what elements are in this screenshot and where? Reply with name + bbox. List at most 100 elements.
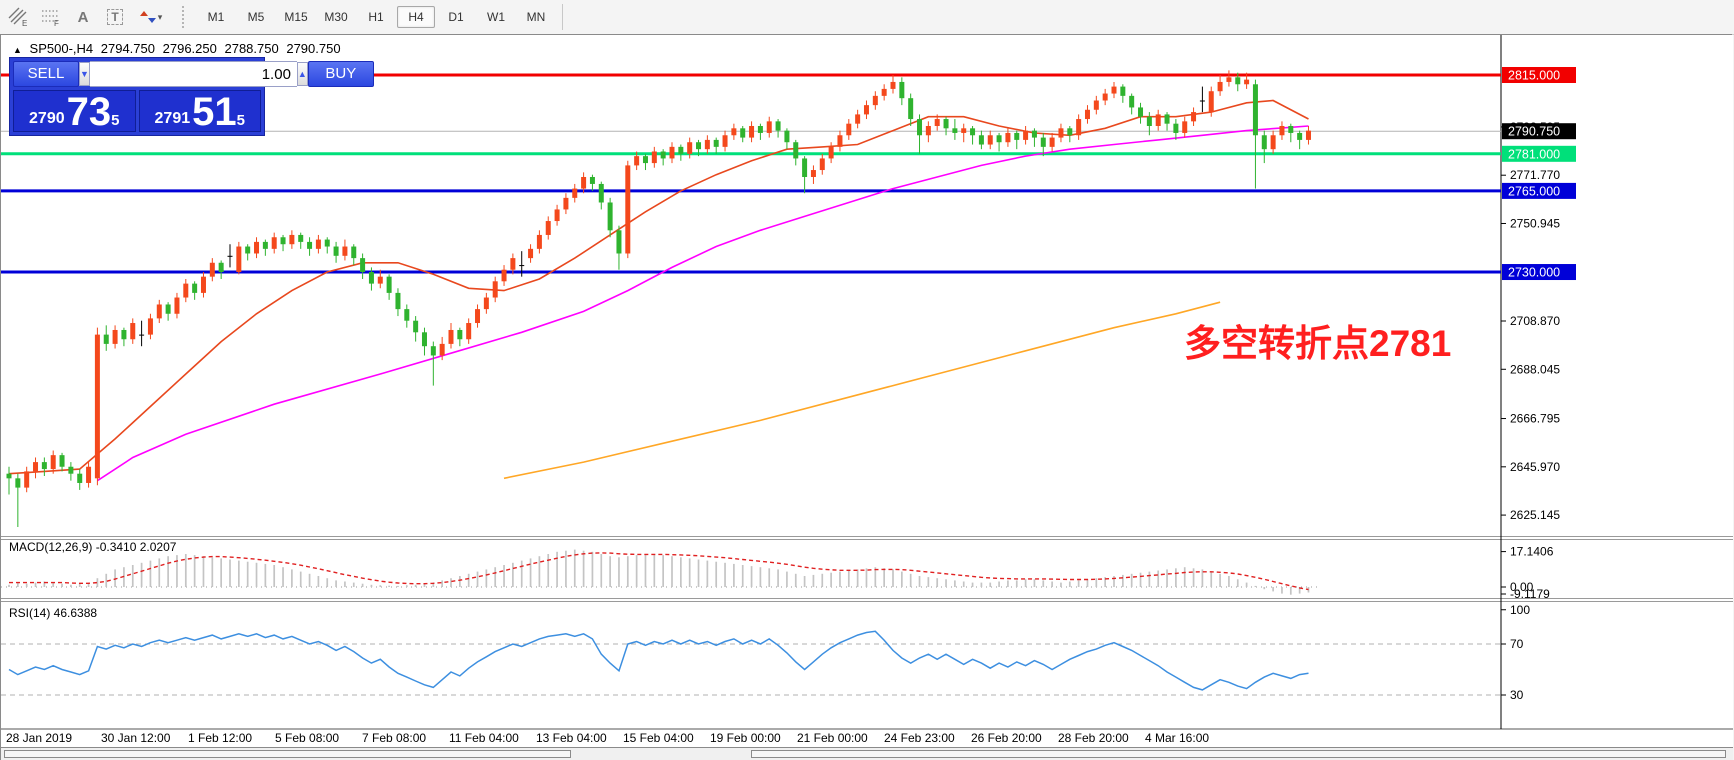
volume-increase-button[interactable]: ▲ [296, 62, 308, 86]
candle-body [987, 135, 993, 145]
candle-body [121, 329, 127, 340]
candle-body [24, 471, 30, 488]
time-axis-label: 19 Feb 00:00 [710, 731, 781, 745]
buy-button[interactable]: BUY [307, 61, 374, 87]
macd-signal-line [9, 552, 1309, 591]
axis-badge [1502, 145, 1576, 162]
candle-body [1076, 119, 1082, 136]
candle-body [563, 197, 569, 210]
candle-body [766, 121, 772, 133]
text-icon[interactable]: A [77, 8, 89, 26]
candle-body [413, 320, 419, 333]
buy-price-display[interactable]: 2791 51 5 [138, 90, 261, 132]
sell-price-point: 5 [111, 112, 120, 129]
buy-price-handle: 2791 [154, 110, 191, 127]
candle-body [94, 334, 100, 479]
candle-body [802, 158, 808, 177]
chart-frame[interactable]: ▲ SP500-,H4 2794.750 2796.250 2788.750 2… [0, 34, 1733, 760]
timeframe-button-w1[interactable]: W1 [487, 10, 505, 24]
volume-decrease-button[interactable]: ▼ [79, 62, 90, 86]
candle-body [1040, 137, 1046, 147]
candle-body [342, 246, 348, 256]
candle-body [846, 123, 852, 136]
chart-canvas[interactable]: 2792.5952771.7702750.9452708.8702688.045… [1, 35, 1733, 759]
candle-body [192, 283, 198, 293]
sell-price-display[interactable]: 2790 73 5 [13, 90, 136, 132]
timeframe-button-mn[interactable]: MN [526, 10, 546, 24]
sell-button[interactable]: SELL [13, 61, 79, 87]
volume-input[interactable] [89, 61, 297, 87]
candle-body [333, 246, 339, 256]
timeframe-button-d1[interactable]: D1 [448, 10, 464, 24]
timeframe-button-h4[interactable]: H4 [397, 6, 435, 28]
time-axis-label: 26 Feb 20:00 [971, 731, 1042, 745]
candle-body [775, 121, 781, 131]
candle-body [793, 142, 799, 159]
ma-fast-line [8, 99, 1309, 475]
chart-objects-icon[interactable]: E [6, 5, 32, 29]
candle-body [1164, 114, 1170, 124]
label-icon[interactable]: T [102, 5, 128, 29]
scroll-thumb-left[interactable] [4, 750, 571, 758]
candle-body [1252, 84, 1258, 136]
one-click-trade-panel: SELL ▼ ▲ BUY 2790 73 5 2791 51 5 [9, 57, 374, 136]
candle-body [492, 281, 498, 298]
candle-body [360, 258, 366, 273]
candle-body [810, 170, 816, 177]
candle-body [200, 276, 206, 293]
time-axis-label: 5 Feb 08:00 [275, 731, 340, 745]
candle-body [554, 209, 560, 222]
candle-body [855, 114, 861, 124]
candle-body [174, 297, 180, 314]
candle-body [536, 234, 542, 249]
candle-body [1305, 130, 1311, 140]
candle-body [1120, 86, 1126, 96]
timeframe-button-m1[interactable]: M1 [207, 10, 225, 24]
candle-body [642, 156, 648, 164]
symbol-name: SP500-,H4 [29, 41, 94, 56]
candle-body [421, 332, 427, 347]
ma-mid-line [96, 125, 1309, 482]
buy-price-point: 5 [236, 112, 245, 129]
candle-body [404, 309, 410, 321]
svg-text:E: E [22, 19, 27, 27]
time-axis-label: 11 Feb 04:00 [449, 731, 519, 745]
timeframe-button-m15[interactable]: M15 [284, 10, 308, 24]
candle-body [1279, 125, 1285, 136]
ohlc-close: 2790.750 [286, 41, 341, 56]
collapse-arrow-icon[interactable]: ▲ [13, 45, 22, 55]
candle-body [996, 135, 1002, 143]
axis-tick-label: 2666.795 [1510, 412, 1560, 426]
candle-body [245, 246, 251, 254]
candle-body [713, 139, 719, 147]
axis-tick-label: 2708.870 [1510, 314, 1560, 328]
arrows-dropdown-icon[interactable]: ▾ [134, 5, 168, 29]
rsi-axis-label: 30 [1510, 688, 1524, 702]
timeframe-button-h1[interactable]: H1 [368, 10, 384, 24]
candle-body [961, 128, 967, 133]
timeframe-button-m30[interactable]: M30 [324, 10, 348, 24]
candle-body [1244, 79, 1250, 85]
candle-body [41, 462, 47, 470]
candle-body [1129, 95, 1135, 108]
timeframe-button-m5[interactable]: M5 [247, 10, 265, 24]
sell-price-handle: 2790 [29, 110, 65, 127]
candle-body [139, 334, 145, 336]
candle-body [545, 221, 551, 235]
candle-body [307, 241, 313, 249]
candle-body [943, 119, 949, 129]
candle-body [581, 176, 587, 189]
candle-body [386, 276, 392, 293]
candle-body [669, 146, 675, 159]
axis-tick-label: 2645.970 [1510, 460, 1560, 474]
toolbar-drag-handle[interactable] [182, 6, 188, 28]
scroll-thumb-right[interactable] [751, 750, 1726, 758]
candle-body [1226, 77, 1232, 82]
candle-body [528, 248, 534, 259]
candle-body [572, 188, 578, 198]
grid-icon[interactable]: F [38, 5, 64, 29]
candle-body [33, 462, 39, 472]
chart-annotation-text[interactable]: 多空转折点2781 [1184, 323, 1452, 364]
candle-body [59, 455, 65, 467]
